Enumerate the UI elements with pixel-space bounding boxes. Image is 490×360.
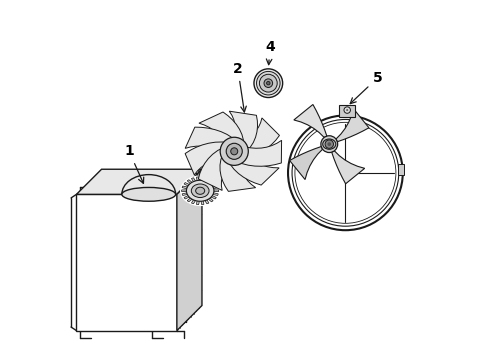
Circle shape	[259, 74, 277, 92]
Polygon shape	[220, 153, 256, 192]
Polygon shape	[211, 195, 217, 199]
Polygon shape	[208, 198, 213, 202]
Polygon shape	[198, 147, 234, 190]
Circle shape	[321, 136, 338, 153]
Ellipse shape	[191, 184, 209, 198]
Text: 2: 2	[233, 62, 246, 112]
Polygon shape	[184, 195, 189, 199]
Polygon shape	[196, 201, 199, 204]
Polygon shape	[182, 186, 187, 189]
Polygon shape	[214, 190, 219, 192]
Polygon shape	[229, 111, 258, 152]
Polygon shape	[238, 118, 279, 158]
Circle shape	[264, 79, 272, 87]
Ellipse shape	[122, 188, 175, 201]
Polygon shape	[199, 112, 244, 147]
Polygon shape	[213, 186, 218, 189]
Polygon shape	[213, 193, 218, 195]
Polygon shape	[182, 193, 187, 195]
Polygon shape	[184, 183, 189, 186]
FancyBboxPatch shape	[398, 164, 404, 175]
Circle shape	[257, 71, 280, 95]
Polygon shape	[201, 201, 204, 204]
Polygon shape	[187, 180, 192, 184]
Ellipse shape	[187, 180, 214, 201]
Polygon shape	[201, 177, 204, 181]
Circle shape	[325, 140, 334, 148]
Polygon shape	[208, 180, 213, 184]
Polygon shape	[185, 142, 230, 175]
Text: 1: 1	[124, 144, 144, 183]
Polygon shape	[205, 200, 209, 204]
Ellipse shape	[180, 175, 220, 206]
FancyBboxPatch shape	[339, 105, 355, 117]
Circle shape	[344, 107, 350, 113]
Polygon shape	[205, 178, 209, 182]
Circle shape	[231, 148, 238, 155]
Polygon shape	[294, 104, 327, 138]
Polygon shape	[211, 183, 217, 186]
Polygon shape	[228, 153, 279, 185]
Polygon shape	[76, 194, 177, 330]
Text: 5: 5	[350, 71, 383, 104]
Circle shape	[254, 69, 283, 98]
Polygon shape	[336, 109, 369, 142]
Circle shape	[327, 142, 331, 146]
Polygon shape	[192, 200, 196, 204]
Polygon shape	[182, 190, 187, 192]
Polygon shape	[177, 169, 202, 330]
Polygon shape	[290, 147, 322, 180]
Polygon shape	[192, 178, 196, 182]
Circle shape	[267, 81, 270, 85]
Polygon shape	[76, 169, 202, 194]
Polygon shape	[187, 198, 192, 202]
Text: 4: 4	[265, 40, 275, 65]
Ellipse shape	[323, 139, 336, 149]
Polygon shape	[235, 140, 282, 166]
Circle shape	[220, 137, 248, 165]
Circle shape	[288, 116, 403, 230]
Polygon shape	[332, 151, 365, 184]
Text: 3: 3	[192, 143, 202, 179]
Circle shape	[226, 143, 242, 159]
Polygon shape	[196, 177, 199, 181]
Polygon shape	[185, 127, 238, 153]
Circle shape	[346, 109, 348, 111]
Ellipse shape	[196, 187, 205, 194]
